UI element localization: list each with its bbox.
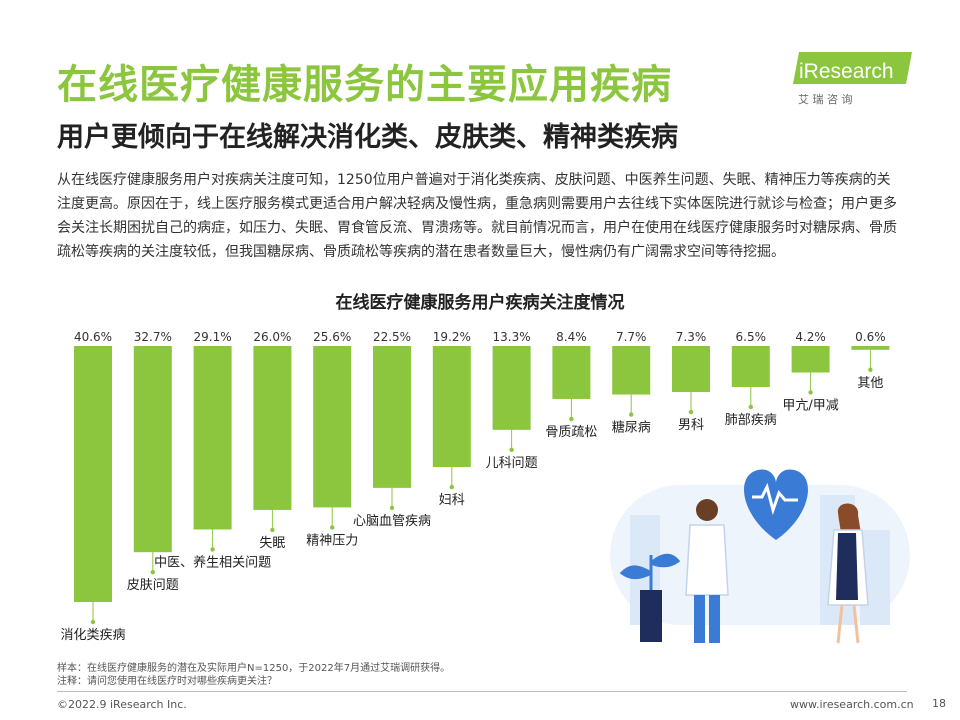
page-title: 在线医疗健康服务的主要应用疾病 [57,62,672,108]
leader-dot [629,412,634,417]
female-doctor-leg [852,604,860,644]
bar-value-label: 4.2% [795,330,826,344]
bar [552,346,591,399]
bar-value-label: 26.0% [253,330,291,344]
bar [253,346,292,510]
annotation-note: 注释：请问您使用在线医疗时对哪些疾病更关注？ [57,676,277,687]
bar [432,346,471,468]
bar-value-label: 40.6% [74,330,112,344]
leader-dot [688,409,694,415]
bar [612,346,651,395]
bar [313,346,352,508]
leader-dot [270,527,275,533]
male-doctor-leg [694,595,705,643]
chart-title: 在线医疗健康服务用户疾病关注度情况 [335,293,625,313]
bar-value-label: 7.7% [616,330,647,344]
leader-dot [868,367,873,372]
logo-background [793,52,912,84]
male-doctor-leg [709,595,720,643]
category-label: 肺部疾病 [725,413,777,428]
bar [193,346,232,530]
bar [133,346,172,553]
category-label: 消化类疾病 [60,628,125,643]
category-label: 失眠 [259,536,285,551]
leader-dot [330,525,335,530]
bar [373,346,411,488]
footer-divider [57,691,907,692]
copyright: ©2022.9 iResearch Inc. [57,698,187,711]
page-subtitle: 用户更倾向于在线解决消化类、皮肤类、精神类疾病 [57,122,678,153]
bar [74,346,112,602]
plant-leaves [619,553,681,590]
bar-value-label: 8.4% [556,330,587,344]
doctors-heart-illustration [610,469,910,644]
category-label: 骨质疏松 [545,425,597,440]
male-doctor-coat [685,524,729,596]
sample-note: 样本：在线医疗健康服务的潜在及实际用户N=1250，于2022年7月通过艾瑞调研… [57,663,451,674]
bar [791,346,830,373]
bar-value-label: 29.1% [194,330,232,344]
female-doctor-leg [836,604,844,644]
bar-value-label: 7.3% [676,330,707,344]
category-label: 心脑血管疾病 [353,514,431,529]
bar-value-label: 22.5% [373,330,411,344]
bar-value-label: 19.2% [433,330,471,344]
heartbeat-line-icon [752,482,798,516]
leader-dot [90,619,96,625]
male-doctor-head [696,499,718,521]
category-label: 男科 [678,418,704,433]
website-link[interactable]: www.iresearch.com.cn [790,698,914,711]
bar-value-label: 32.7% [134,330,172,344]
page-number: 18 [932,697,946,710]
category-label: 精神压力 [306,533,358,548]
category-label: 其他 [857,376,883,391]
bar [672,346,710,393]
female-doctor-dress [836,533,858,600]
leader-dot [509,447,514,453]
bar-value-label: 6.5% [736,330,767,344]
leader-dot [808,390,813,395]
category-label: 皮肤问题 [127,578,179,593]
chart-notes: 样本：在线医疗健康服务的潜在及实际用户N=1250，于2022年7月通过艾瑞调研… [57,662,450,688]
leader-dot [569,416,574,422]
bar [492,346,531,430]
leader-dot [150,569,155,575]
leader-dot [449,484,454,490]
plant-pot [640,590,662,642]
category-label: 儿科问题 [486,456,538,471]
leader-dot [389,505,395,511]
category-label: 中医、养生相关问题 [154,554,271,570]
bar-chart: 40.6% 消化类疾病 32.7% 皮肤问题 29.1% 中医、养生相关问题 26.0% 失眠… [60,330,890,643]
bar [851,346,890,350]
category-label: 妇科 [439,492,465,508]
bar-value-label: 0.6% [855,330,886,344]
description-text: 从在线医疗健康服务用户对疾病关注度可知，1250位用户普遍对于消化类疾病、皮肤问… [57,172,897,260]
bar [731,346,770,387]
category-label: 糖尿病 [612,420,651,436]
bar-value-label: 25.6% [313,330,351,344]
bar-value-label: 13.3% [493,330,531,344]
iresearch-logo: iResearch 艾 瑞 咨 询 [793,52,912,106]
logo-brand: iResearch [799,60,894,83]
leader-dot [210,547,215,552]
leader-dot [748,404,753,410]
logo-tagline: 艾 瑞 咨 询 [798,92,853,106]
category-label: 甲亢/甲减 [782,397,838,413]
